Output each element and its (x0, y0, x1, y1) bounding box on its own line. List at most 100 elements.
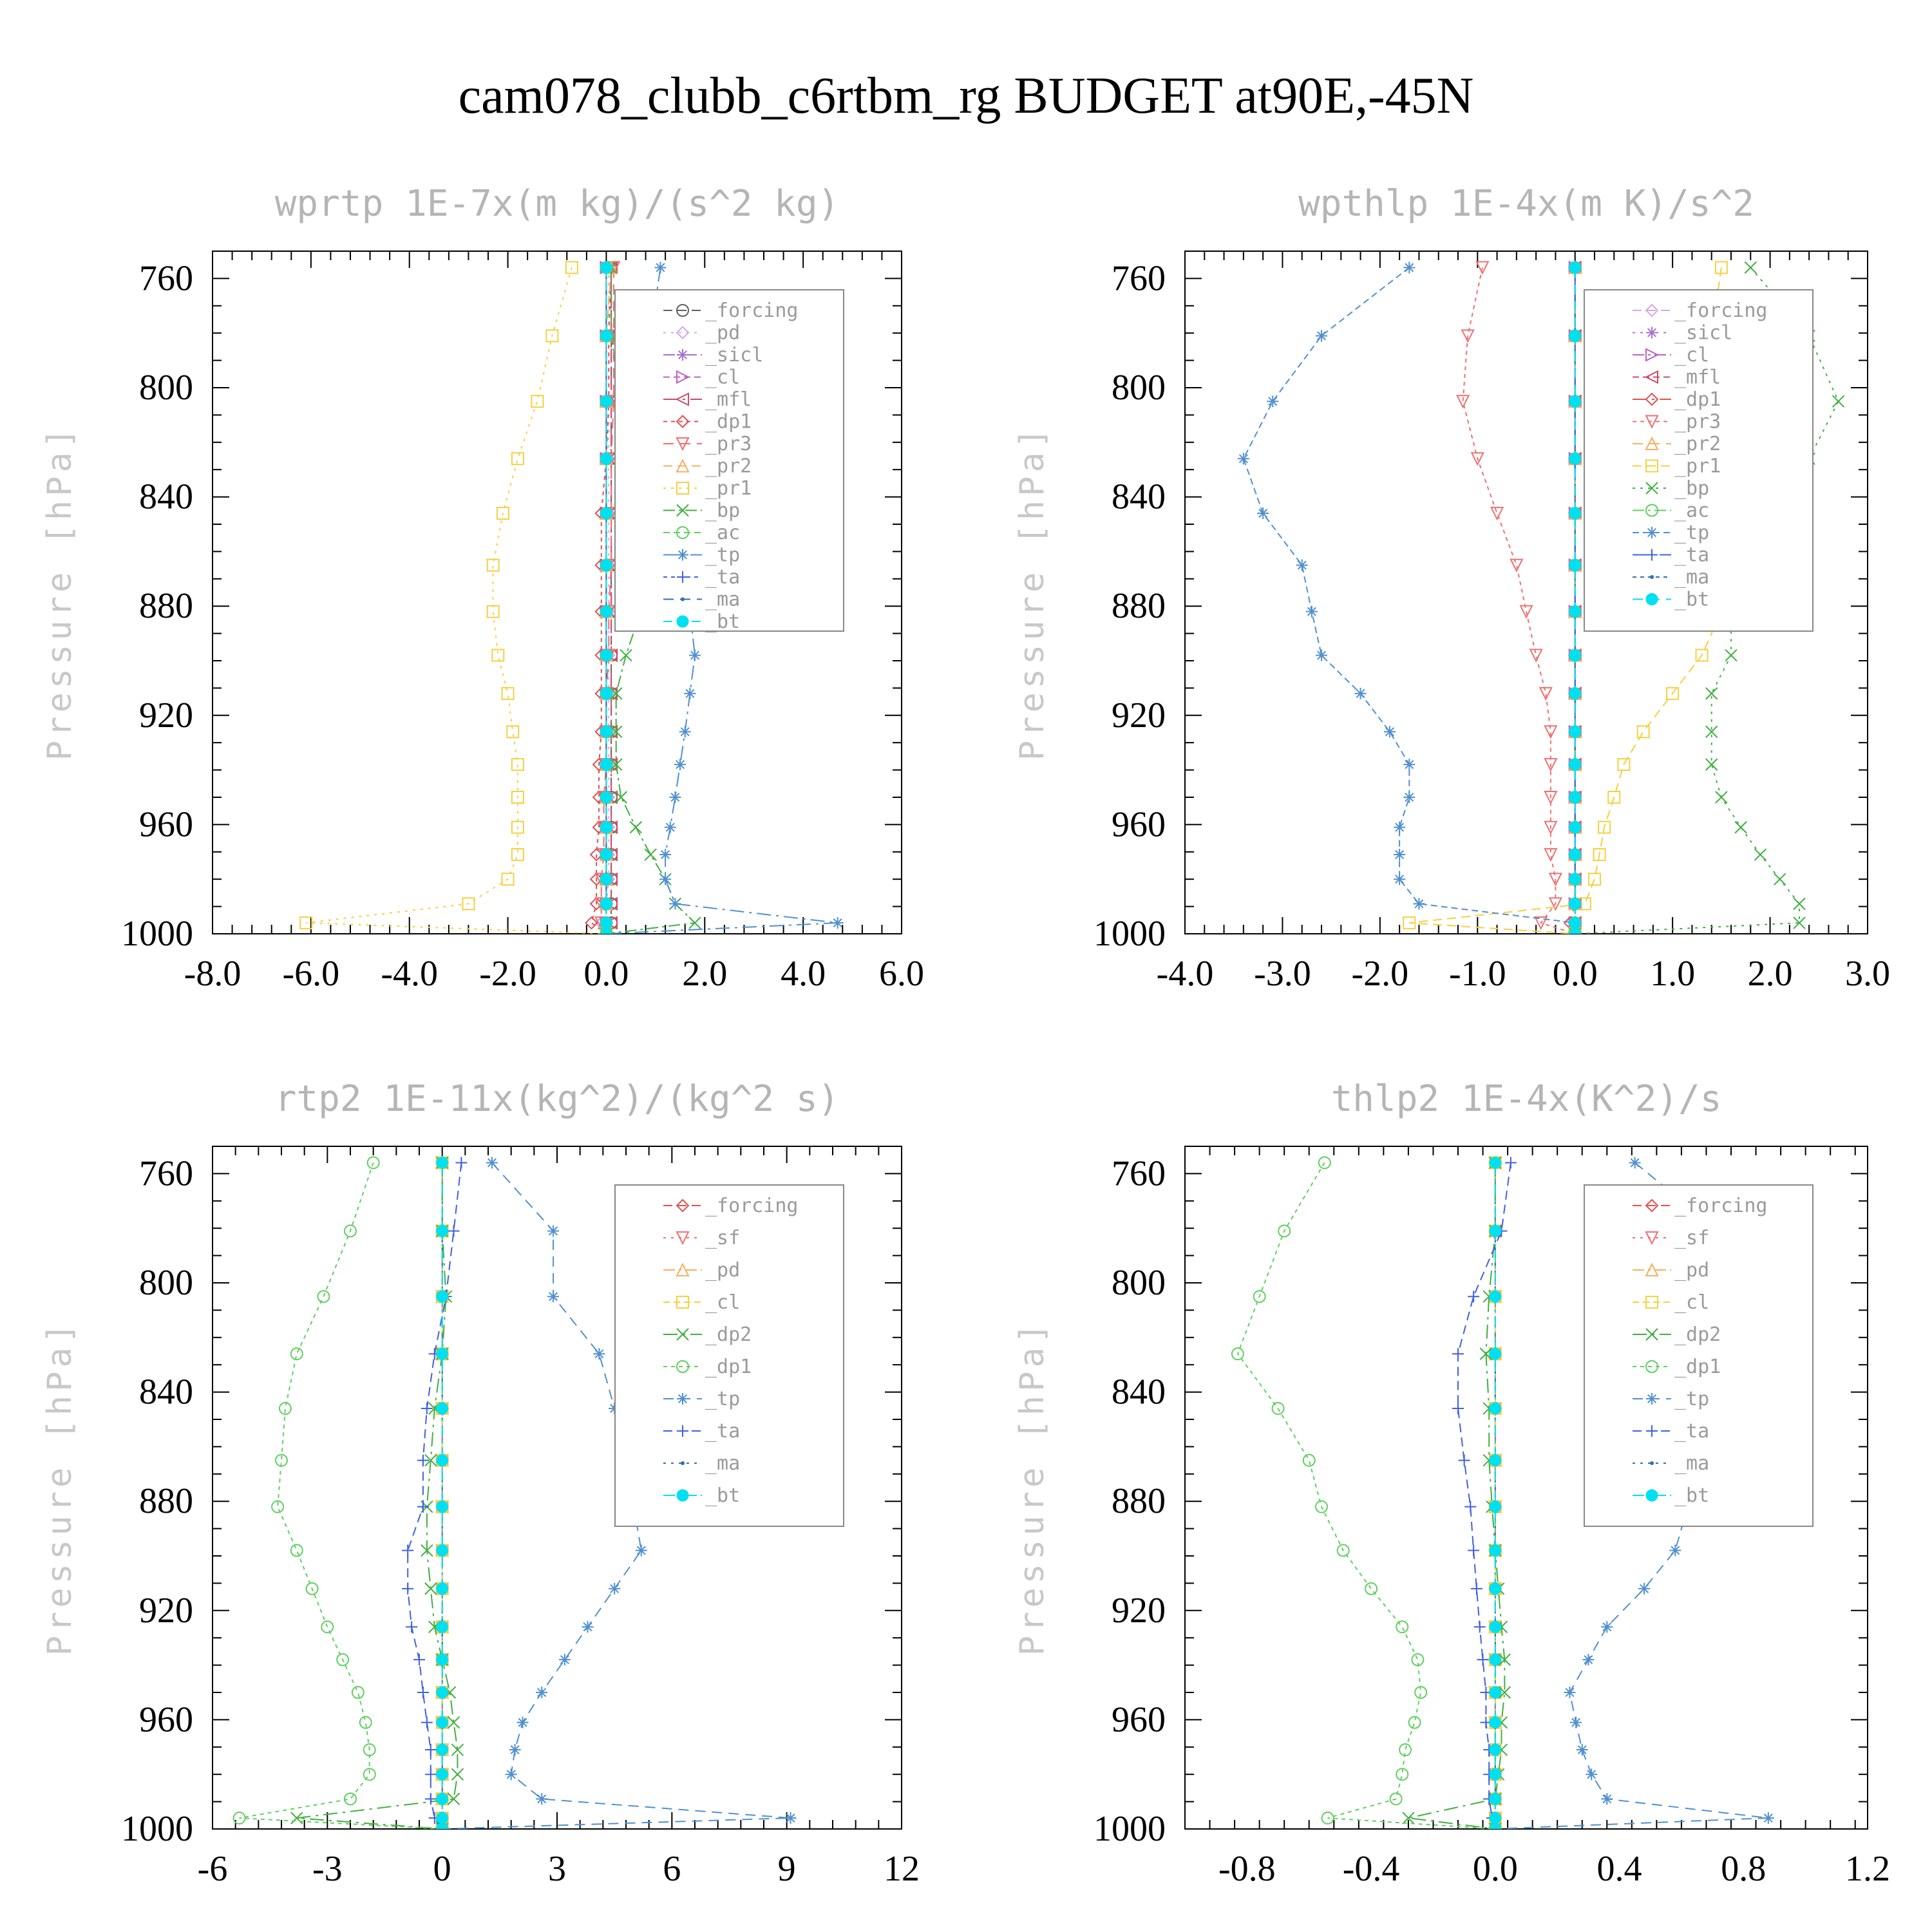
legend-marker (1645, 504, 1658, 517)
legend-label: _ma (705, 589, 740, 611)
y-tick-label: 960 (1112, 1700, 1166, 1739)
series-line-pd (600, 267, 610, 934)
y-tick-label: 840 (139, 1372, 193, 1412)
data-point (232, 1812, 246, 1825)
data-point (1544, 758, 1558, 772)
data-point (1271, 1402, 1285, 1416)
data-point (436, 1686, 449, 1699)
axis-ticks (1184, 1146, 1868, 1830)
data-point (1569, 916, 1582, 929)
x-tick-label: 0 (433, 1849, 451, 1889)
data-point (1384, 726, 1396, 738)
legend-label: _bt (1674, 1484, 1709, 1507)
data-point (1489, 1290, 1502, 1303)
data-point (1725, 649, 1738, 662)
data-point (565, 261, 578, 274)
series-line-dp2 (296, 1162, 459, 1829)
legend-label: _ma (1674, 566, 1709, 589)
legend-box (1584, 289, 1814, 632)
data-point (336, 1653, 350, 1667)
legend-marker (1645, 1328, 1658, 1341)
x-tick-label: 12 (884, 1849, 920, 1889)
data-point (447, 1792, 460, 1806)
data-point (1617, 758, 1631, 772)
data-point (674, 759, 687, 771)
data-point (436, 1454, 449, 1467)
data-point (417, 1501, 429, 1513)
data-point (1544, 791, 1558, 805)
data-point (290, 1347, 303, 1361)
data-point (359, 1716, 372, 1729)
y-tick-label: 880 (1112, 586, 1166, 626)
data-point (1455, 395, 1470, 409)
data-point (614, 791, 628, 804)
data-point (1365, 1582, 1378, 1595)
legend-marker (1646, 549, 1658, 561)
data-point (1774, 873, 1786, 886)
data-point (1396, 1620, 1409, 1634)
x-tick-label: 1.2 (1845, 1849, 1890, 1889)
data-point (1569, 821, 1582, 834)
data-point (486, 1157, 498, 1169)
data-point (600, 605, 612, 618)
data-point (600, 725, 612, 738)
data-point (1267, 395, 1279, 408)
y-tick-label: 800 (139, 368, 193, 408)
x-tick-label: -3.0 (1254, 954, 1311, 994)
data-point (1411, 1653, 1425, 1667)
legend-marker (676, 370, 690, 384)
data-point (436, 1792, 449, 1805)
legend-marker (676, 1296, 689, 1309)
data-point (1569, 507, 1582, 520)
y-tick-label: 840 (1112, 477, 1166, 517)
series-line-bp (1575, 267, 1839, 934)
data-point (659, 849, 672, 861)
y-tick-label: 760 (1112, 258, 1166, 298)
data-point (600, 649, 612, 662)
legend-marker (1645, 1360, 1658, 1373)
data-point (1479, 1347, 1493, 1360)
axis-ticks (212, 251, 902, 934)
y-tick-label: 960 (139, 1700, 193, 1739)
data-point (1403, 261, 1416, 274)
y-tick-label: 760 (139, 258, 193, 298)
data-point (629, 820, 642, 834)
series-line-dp1 (1236, 1162, 1495, 1829)
data-point (317, 1290, 330, 1303)
legend-label: _dp1 (705, 411, 752, 433)
data-point (1473, 1621, 1486, 1633)
legend-marker (676, 459, 690, 473)
series-line-dp1 (239, 1162, 442, 1829)
chart-panel-3: rtp2 1E-11x(kg^2)/(kg^2 s) Pressure [hPa]… (41, 1078, 920, 1889)
data-point (1489, 1544, 1502, 1557)
legend-label: _forcing (1674, 1195, 1768, 1217)
legend-label: _ta (1674, 1420, 1709, 1443)
series-line-dp1 (1569, 267, 1576, 934)
legend-marker (676, 1360, 689, 1373)
data-point (351, 1686, 365, 1699)
x-tick-label: -3 (312, 1849, 343, 1889)
data-point (1403, 916, 1416, 930)
legend-marker (681, 1461, 685, 1465)
panel-title: thlp2 1E-4x(K^2)/s (1331, 1078, 1722, 1120)
data-point (1318, 1156, 1331, 1170)
data-point (1588, 873, 1601, 886)
x-tick-label: 0.0 (1473, 1849, 1518, 1889)
x-tick-label: -2.0 (1352, 954, 1409, 994)
x-tick-label: 2.0 (1748, 954, 1793, 994)
data-point (1548, 897, 1563, 911)
data-point (1544, 725, 1558, 739)
data-point (271, 1500, 285, 1513)
data-point (1396, 1768, 1409, 1781)
data-point (600, 848, 612, 861)
data-point (669, 791, 681, 803)
data-point (486, 558, 500, 572)
data-point (436, 1812, 449, 1824)
legend-marker (1645, 415, 1659, 429)
x-tick-label: 2.0 (682, 954, 727, 994)
panel-title: rtp2 1E-11x(kg^2)/(kg^2 s) (275, 1078, 840, 1120)
data-point (363, 1743, 376, 1757)
y-tick-label: 1000 (121, 1809, 193, 1849)
legend-box (1584, 1184, 1814, 1527)
legend-label: _tp (1674, 1388, 1709, 1410)
